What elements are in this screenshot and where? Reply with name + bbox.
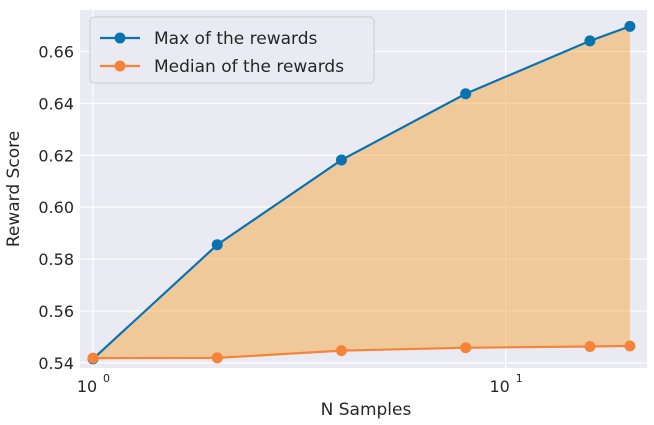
series-0-point	[335, 154, 347, 166]
legend-label-median: Median of the rewards	[154, 57, 344, 77]
x-tick-label: 10	[77, 377, 97, 396]
y-tick-label: 0.56	[38, 302, 74, 321]
x-tick-exponent: 1	[516, 372, 523, 385]
y-axis-title: Reward Score	[4, 131, 24, 247]
series-1-point	[584, 340, 596, 352]
series-0-point	[460, 88, 472, 100]
legend-marker-max	[114, 32, 126, 44]
series-1-point	[211, 352, 223, 364]
fill-between-area	[93, 26, 630, 359]
y-tick-label: 0.58	[38, 250, 74, 269]
legend-box	[89, 16, 375, 84]
y-axis-ticks: 0.54 0.56 0.58 0.60 0.62 0.64 0.66	[38, 43, 74, 373]
y-tick-label: 0.66	[38, 43, 74, 62]
series-1-point	[87, 352, 99, 364]
series-line-0	[92, 25, 631, 360]
x-tick-exponent: 0	[103, 372, 110, 385]
series-1-point	[335, 345, 347, 357]
y-tick-label: 0.54	[38, 354, 74, 373]
legend-marker-median	[114, 60, 126, 72]
series-0-point	[211, 239, 223, 251]
y-tick-label: 0.62	[38, 146, 74, 165]
series-markers	[87, 20, 636, 365]
series-1-point	[460, 342, 472, 354]
series-lines	[92, 25, 631, 360]
legend-label-max: Max of the rewards	[154, 29, 318, 49]
series-0-point	[584, 35, 596, 47]
y-tick-label: 0.64	[38, 94, 74, 113]
x-axis-ticks: 10 0 10 1	[77, 372, 523, 396]
series-1-point	[624, 340, 636, 352]
legend: Max of the rewards Median of the rewards	[89, 16, 375, 84]
x-tick-label: 10	[490, 377, 510, 396]
y-tick-label: 0.60	[38, 198, 74, 217]
series-line-1	[93, 344, 630, 360]
x-axis-title: N Samples	[321, 400, 412, 420]
series-0-point	[624, 20, 636, 32]
